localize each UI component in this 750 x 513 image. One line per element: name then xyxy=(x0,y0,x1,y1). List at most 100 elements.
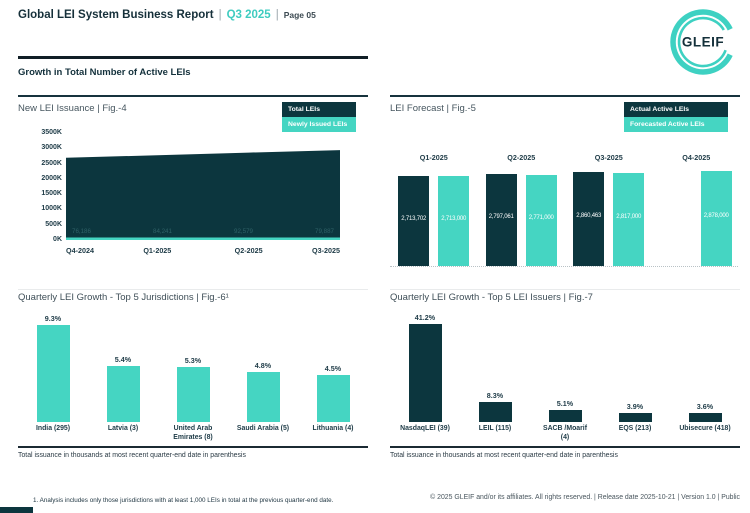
percent-label: 41.2% xyxy=(414,313,436,322)
percent-label: 3.9% xyxy=(626,402,644,411)
forecast-bar: 2,878,000 xyxy=(700,171,732,266)
bar-pair: 2,797,061 2,771,000 xyxy=(485,169,557,266)
growth-bar xyxy=(246,372,280,422)
x-tick-label: Q1-2025 xyxy=(143,246,172,255)
growth-bar xyxy=(176,367,210,422)
bar-column: 3.6% xyxy=(670,311,740,422)
quarter-group: Q1-2025 2,713,702 2,713,000 xyxy=(390,153,478,266)
bar-column: 4.8% xyxy=(228,311,298,422)
fig7-title: Quarterly LEI Growth - Top 5 LEI Issuers… xyxy=(390,292,593,303)
copyright-line: © 2025 GLEIF and/or its affiliates. All … xyxy=(430,494,740,501)
gleif-logo: GLEIF xyxy=(670,9,733,75)
fig5-title: LEI Forecast | Fig.-5 xyxy=(390,103,476,114)
bar-value-label: 2,713,702 xyxy=(401,215,427,222)
bar-column: 3.9% xyxy=(600,311,670,422)
legend-item: Total LEIs xyxy=(282,102,356,117)
fig7-divider xyxy=(390,446,740,448)
report-header: Global LEI System Business Report | Q3 202… xyxy=(18,9,316,21)
bar-column: 5.4% xyxy=(88,311,158,422)
legend-item: Newly Issued LEIs xyxy=(282,117,356,132)
percent-label: 5.1% xyxy=(556,399,574,408)
fig7-panel: Quarterly LEI Growth - Top 5 LEI Issuers… xyxy=(390,289,740,472)
y-tick-label: 1500K xyxy=(41,190,62,198)
bar-column: 41.2% xyxy=(390,311,460,422)
forecast-bar: 2,771,000 xyxy=(525,175,557,266)
newly-issued-value-label: 92,579 xyxy=(234,228,253,235)
bar-column: 5.3% xyxy=(158,311,228,422)
bar-value-label: 2,713,000 xyxy=(441,215,467,222)
fig7-bars: 41.2% 8.3% 5.1% 3.9% 3.6% xyxy=(390,311,740,422)
quarter-label: Q2-2025 xyxy=(507,153,536,162)
bar-value-label: 2,860,463 xyxy=(576,213,602,220)
percent-label: 5.4% xyxy=(114,355,132,364)
category-label: India (295) xyxy=(35,425,71,432)
newly-issued-value-label: 76,186 xyxy=(72,228,91,235)
fig6-bars: 9.3% 5.4% 5.3% 4.8% 4.5% xyxy=(18,311,368,422)
separator: | xyxy=(218,9,222,21)
newly-issued-value-label: 79,887 xyxy=(315,228,334,235)
actual-bar: 2,860,463 xyxy=(573,172,605,266)
actual-bar: 2,797,061 xyxy=(485,174,517,266)
fig6-divider xyxy=(18,446,368,448)
forecast-bar: 2,817,000 xyxy=(613,173,645,266)
logo-text: GLEIF xyxy=(682,35,724,50)
category-label: SACB /Moarif (4) xyxy=(542,425,588,441)
percent-label: 8.3% xyxy=(486,391,504,400)
fig6-categories: India (295) Latvia (3) United Arab Emirate… xyxy=(18,422,368,442)
quarter-group: Q4-2025 2,878,000 xyxy=(653,153,741,266)
percent-label: 4.5% xyxy=(324,364,342,373)
fig5-legend: Actual Active LEIs Forecasted Active LEIs xyxy=(624,102,728,132)
growth-bar xyxy=(316,375,350,422)
fig7-footnote: Total issuance in thousands at most rece… xyxy=(390,452,618,459)
growth-bar xyxy=(408,324,442,422)
x-tick-label: Q3-2025 xyxy=(312,246,340,255)
category-label: Saudi Arabia (5) xyxy=(236,425,290,432)
percent-label: 5.3% xyxy=(184,356,202,365)
category-label: Latvia (3) xyxy=(107,425,139,432)
percent-label: 4.8% xyxy=(254,361,272,370)
logo-outer-ring xyxy=(670,9,733,75)
fig4-legend: Total LEIs Newly Issued LEIs xyxy=(282,102,356,132)
percent-label: 9.3% xyxy=(44,314,62,323)
fig6-title: Quarterly LEI Growth - Top 5 Jurisdictio… xyxy=(18,292,229,303)
forecast-bar: 2,713,000 xyxy=(438,176,470,266)
bar-value-label: 2,878,000 xyxy=(703,212,729,219)
report-period: Q3 2025 xyxy=(226,9,271,21)
y-tick-label: 3000K xyxy=(41,144,62,152)
fig4-faint-labels: 76,186 84,241 92,579 79,887 xyxy=(66,228,340,235)
growth-bar xyxy=(688,413,722,422)
bar-pair: 2,860,463 2,817,000 xyxy=(573,169,645,266)
bar-pair: 2,713,702 2,713,000 xyxy=(398,169,470,266)
header-divider xyxy=(18,56,368,59)
actual-bar: 2,713,702 xyxy=(398,176,430,266)
fig5-baseline xyxy=(390,266,738,267)
corner-accent-bar xyxy=(0,507,33,513)
y-tick-label: 2500K xyxy=(41,159,62,167)
y-tick-label: 1000K xyxy=(41,205,62,213)
bar-column: 5.1% xyxy=(530,311,600,422)
fig5-groups: Q1-2025 2,713,702 2,713,000 Q2-2025 2,797,06… xyxy=(390,153,740,266)
bar-column: 8.3% xyxy=(460,311,530,422)
category-label: NasdaqLEI (39) xyxy=(400,425,450,432)
quarter-group: Q2-2025 2,797,061 2,771,000 xyxy=(478,153,566,266)
percent-label: 3.6% xyxy=(696,402,714,411)
fig4-area-polygon xyxy=(66,150,340,240)
analysis-footnote: 1. Analysis includes only those jurisdic… xyxy=(33,497,334,504)
fig4-y-axis: 3500K 3000K 2500K 2000K 1500K 1000K 500K 0K xyxy=(18,129,62,248)
bar-column: 9.3% xyxy=(18,311,88,422)
bar-pair: 2,878,000 xyxy=(661,169,732,266)
category-label: Lithuania (4) xyxy=(312,425,354,432)
fig7-categories: NasdaqLEI (39) LEIL (115) SACB /Moarif (4)… xyxy=(390,422,740,442)
fig4-title: New LEI Issuance | Fig.-4 xyxy=(18,103,127,114)
growth-bar xyxy=(548,410,582,422)
fig4-panel: New LEI Issuance | Fig.-4 Total LEIs Newl… xyxy=(18,95,368,283)
fig5-panel: LEI Forecast | Fig.-5 Actual Active LEIs… xyxy=(390,95,740,283)
bar-value-label: 2,817,000 xyxy=(616,213,642,220)
logo-inner-ring xyxy=(677,16,727,68)
fig4-area-chart xyxy=(66,150,340,240)
quarter-label: Q3-2025 xyxy=(594,153,623,162)
report-title: Global LEI System Business Report xyxy=(18,9,214,21)
category-label: EQS (213) xyxy=(618,425,652,432)
quarter-label: Q1-2025 xyxy=(419,153,448,162)
